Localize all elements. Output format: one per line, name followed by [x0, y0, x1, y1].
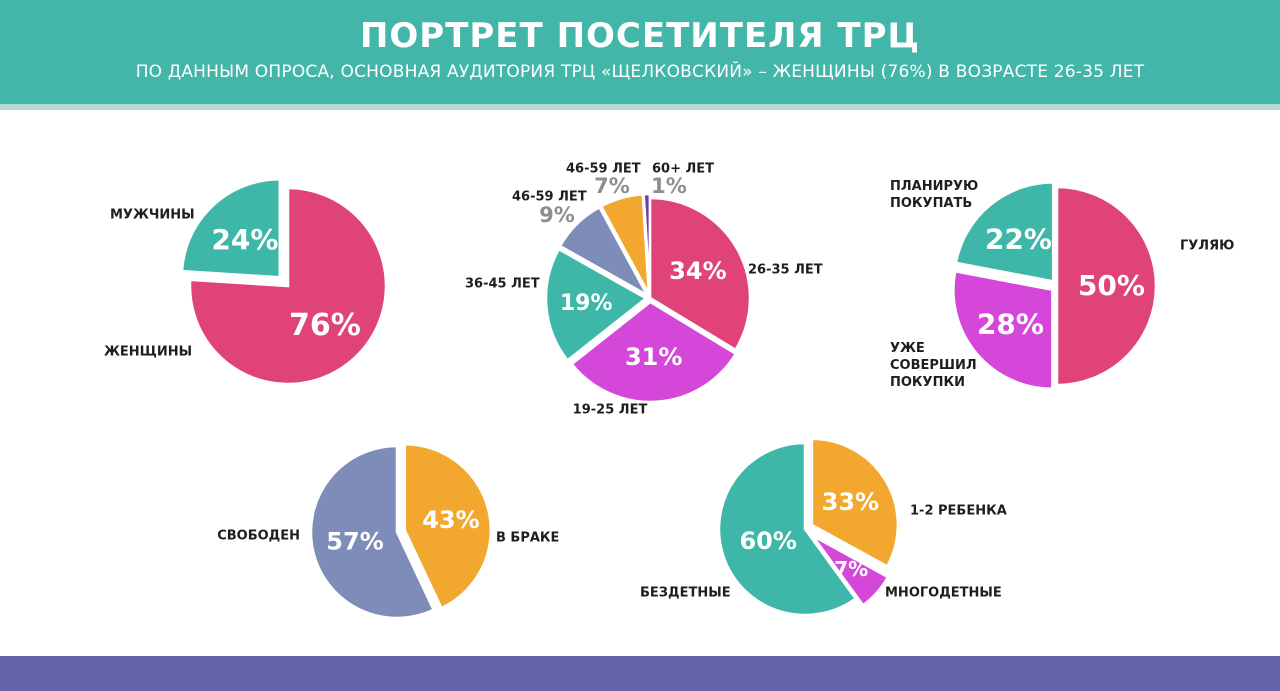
- age-pct-0: 34%: [669, 257, 726, 285]
- age-label-0: 26-35 ЛЕТ: [748, 263, 823, 278]
- marital-slice-0: [403, 443, 493, 610]
- purpose-label-1: УЖЕ СОВЕРШИЛ ПОКУПКИ: [890, 341, 977, 390]
- purpose-pct-1: 28%: [977, 308, 1044, 341]
- purpose-slice-0: [1055, 185, 1158, 387]
- children-pct-2: 60%: [739, 527, 796, 555]
- age-label-4: 46-59 ЛЕТ: [566, 162, 641, 177]
- children-slice-0: [810, 437, 900, 569]
- gender-pct-1: 24%: [211, 223, 278, 256]
- gender-label-0: ЖЕНЩИНЫ: [104, 345, 192, 360]
- purpose-slice-1: [952, 269, 1054, 391]
- gender-slice-1: [180, 178, 282, 279]
- page-subtitle: ПО ДАННЫМ ОПРОСА, ОСНОВНАЯ АУДИТОРИЯ ТРЦ…: [135, 62, 1145, 82]
- purpose-label-0: ГУЛЯЮ: [1180, 239, 1234, 254]
- age-pct-4: 7%: [594, 174, 630, 198]
- children-label-1: МНОГОДЕТНЫЕ: [885, 586, 1002, 601]
- children-label-0: 1-2 РЕБЕНКА: [910, 504, 1007, 519]
- header-divider: [0, 104, 1280, 110]
- gender-label-1: МУЖЧИНЫ: [110, 208, 195, 223]
- age-slice-0: [648, 196, 752, 352]
- age-pct-2: 19%: [560, 291, 613, 316]
- age-label-2: 36-45 ЛЕТ: [465, 277, 540, 292]
- header-band: [0, 0, 1280, 104]
- gender-pct-0: 76%: [289, 308, 361, 343]
- marital-label-1: СВОБОДЕН: [217, 529, 300, 544]
- page-title: ПОРТРЕТ ПОСЕТИТЕЛЯ ТРЦ: [359, 16, 921, 56]
- age-label-1: 19-25 ЛЕТ: [573, 403, 648, 418]
- purpose-pct-0: 50%: [1078, 269, 1145, 302]
- gender-slice-0: [188, 186, 388, 386]
- age-slice-5: [642, 192, 652, 295]
- children-slice-2: [717, 441, 858, 617]
- age-slice-1: [570, 300, 738, 404]
- marital-slice-1: [309, 444, 436, 620]
- age-pct-5: 1%: [651, 174, 687, 198]
- children-label-2: БЕЗДЕТНЫЕ: [640, 586, 731, 601]
- age-slice-3: [558, 205, 651, 299]
- purpose-pct-2: 22%: [985, 222, 1052, 255]
- age-label-5: 60+ ЛЕТ: [652, 162, 714, 177]
- age-pct-3: 9%: [539, 203, 575, 227]
- marital-label-0: В БРАКЕ: [496, 531, 559, 546]
- age-slice-2: [544, 247, 649, 363]
- footer-band: [0, 656, 1280, 691]
- children-pct-0: 33%: [822, 488, 879, 516]
- age-pct-1: 31%: [625, 343, 682, 371]
- children-slice-1: [811, 534, 890, 607]
- purpose-slice-2: [954, 181, 1055, 283]
- purpose-label-2: ПЛАНИРУЮ ПОКУПАТЬ: [890, 179, 978, 211]
- marital-pct-1: 57%: [326, 527, 383, 555]
- age-label-3: 46-59 ЛЕТ: [512, 190, 587, 205]
- marital-pct-0: 43%: [422, 506, 479, 534]
